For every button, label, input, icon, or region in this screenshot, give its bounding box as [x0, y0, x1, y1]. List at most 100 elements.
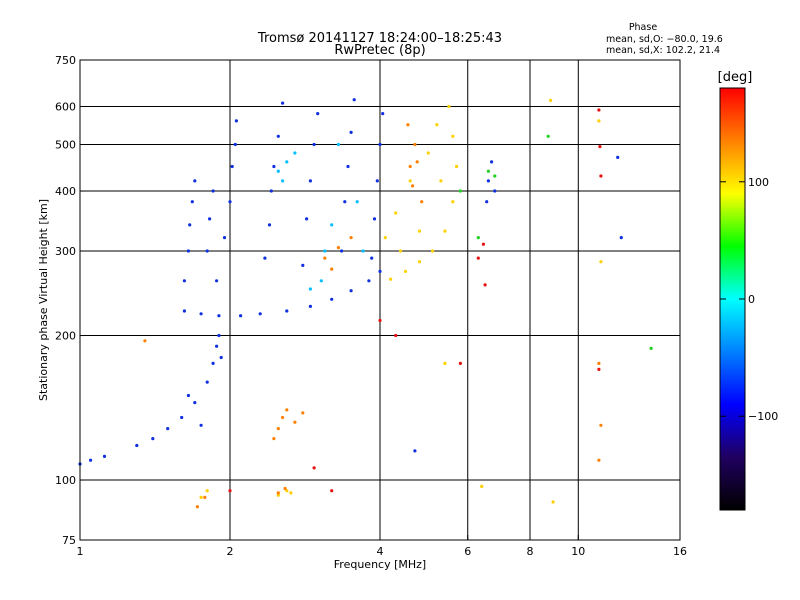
data-point: [281, 179, 285, 183]
data-point: [361, 249, 365, 253]
data-point: [205, 249, 209, 253]
data-point: [323, 249, 327, 253]
x-tick-label: 8: [527, 545, 534, 558]
colorbar-tick-label: 100: [748, 176, 769, 189]
x-axis-label: Frequency [MHz]: [334, 558, 426, 571]
x-tick-label: 2: [227, 545, 234, 558]
data-point: [599, 260, 603, 264]
data-point: [378, 142, 382, 147]
data-point: [316, 112, 320, 116]
data-point: [336, 142, 340, 147]
data-point: [301, 263, 305, 267]
data-point: [293, 420, 297, 424]
data-point: [135, 443, 139, 448]
data-point: [599, 174, 603, 178]
data-point: [408, 164, 412, 169]
data-point: [281, 415, 285, 420]
y-axis-label: Stationary phase Virtual Height [km]: [37, 199, 50, 401]
data-point: [336, 246, 340, 250]
data-point: [199, 495, 203, 499]
data-point: [330, 223, 334, 227]
data-point: [143, 339, 147, 343]
plot-area: 1 2 4 6 8 10 16 75 100 200 300 400 500 600 750: [55, 54, 687, 558]
data-point: [394, 333, 398, 338]
data-point: [267, 223, 272, 227]
y-tick-label: 400: [55, 185, 76, 198]
data-point: [180, 415, 184, 420]
data-point: [203, 495, 207, 499]
data-point: [443, 361, 447, 365]
data-point: [182, 279, 186, 283]
data-point: [190, 200, 194, 204]
data-point: [215, 344, 219, 348]
data-point: [551, 500, 555, 504]
data-point: [443, 229, 447, 233]
data-point: [230, 164, 234, 169]
data-point: [649, 346, 653, 350]
data-point: [493, 174, 497, 178]
data-point: [222, 236, 227, 240]
data-point: [263, 256, 267, 260]
data-point: [330, 267, 334, 271]
data-point: [276, 169, 280, 173]
data-point: [349, 289, 353, 293]
data-point: [399, 249, 403, 253]
data-point: [420, 200, 424, 204]
data-point: [276, 427, 280, 431]
data-point: [205, 489, 209, 493]
data-point: [451, 200, 455, 204]
grid-lines: [80, 60, 680, 540]
x-axis-ticks: 1 2 4 6 8 10 16: [77, 535, 687, 558]
data-point: [597, 361, 601, 365]
data-point: [476, 256, 480, 260]
data-point: [281, 101, 285, 105]
data-point: [597, 119, 601, 123]
data-point: [228, 200, 232, 204]
colorbar-tick-label: 0: [748, 293, 755, 306]
data-point: [406, 123, 410, 127]
data-point: [308, 287, 312, 291]
y-axis-ticks: 75 100 200 300 400 500 600 750: [55, 54, 85, 547]
data-point: [597, 458, 601, 462]
data-point: [598, 145, 602, 149]
data-point: [383, 236, 387, 240]
data-point: [486, 179, 490, 183]
y-tick-label: 300: [55, 245, 76, 258]
chart-title: Tromsø 20141127 18:24:00–18:25:43: [257, 31, 502, 46]
data-point: [447, 104, 451, 109]
phase-stats-x: mean, sd,X: 102.2, 21.4: [606, 45, 720, 56]
data-point: [219, 355, 223, 360]
data-point: [490, 160, 494, 164]
y-tick-label: 750: [55, 54, 76, 67]
data-point: [239, 314, 243, 318]
data-point: [199, 312, 203, 316]
data-point: [285, 309, 289, 313]
data-point: [217, 333, 221, 338]
data-point: [599, 423, 603, 427]
data-point: [417, 260, 422, 264]
data-point: [458, 361, 462, 365]
data-point: [186, 249, 190, 253]
data-point: [349, 236, 353, 240]
data-point: [151, 437, 155, 441]
data-point: [182, 309, 186, 313]
data-point: [199, 423, 203, 427]
data-point: [355, 200, 359, 204]
data-point: [367, 279, 371, 283]
data-point: [188, 223, 192, 227]
data-point: [435, 123, 439, 127]
data-point: [372, 217, 377, 221]
data-point: [193, 179, 197, 183]
data-point: [408, 179, 412, 183]
data-point: [381, 112, 385, 116]
data-point: [102, 454, 107, 458]
data-point: [269, 189, 273, 193]
chart-subtitle: RwPretec (8p): [334, 43, 425, 58]
data-point: [193, 401, 197, 405]
data-point: [89, 458, 93, 462]
data-point: [305, 217, 309, 221]
data-point: [455, 164, 459, 169]
data-point: [283, 486, 287, 491]
data-point: [276, 493, 280, 497]
